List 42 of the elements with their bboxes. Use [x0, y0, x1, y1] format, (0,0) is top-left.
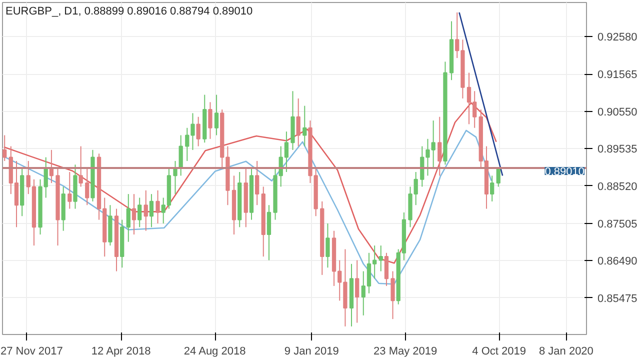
candlestick	[214, 94, 219, 136]
candlestick	[85, 168, 90, 206]
candlestick	[390, 270, 395, 320]
candlestick	[68, 171, 72, 210]
ref-line-label: 0.89010	[544, 166, 585, 178]
y-tick-label: 0.89535	[598, 144, 638, 156]
candlestick	[149, 194, 154, 228]
candlestick	[196, 116, 200, 147]
candlestick	[384, 252, 389, 286]
candlestick	[208, 102, 212, 140]
candlestick	[132, 194, 136, 235]
x-tick-label: 8 Jan 2020	[539, 346, 594, 358]
candlestick	[438, 116, 442, 176]
x-tick-label: 9 Jan 2019	[284, 346, 339, 358]
y-tick-label: 0.88520	[598, 180, 638, 193]
candlestick	[173, 160, 178, 195]
x-tick-label: 4 Oct 2019	[472, 346, 526, 358]
y-tick-label: 0.87505	[598, 218, 638, 230]
candlestick	[138, 197, 142, 228]
candlestick	[78, 146, 83, 188]
x-tick-label: 24 Aug 2018	[184, 346, 246, 358]
x-tick-label: 27 Nov 2017	[0, 346, 63, 358]
candlestick	[156, 190, 160, 224]
candlestick	[355, 260, 360, 324]
candlestick	[144, 190, 148, 232]
candlestick	[326, 222, 330, 268]
x-tick-label: 12 Apr 2018	[91, 346, 151, 358]
y-tick-label: 0.85475	[598, 292, 638, 305]
candlestick	[490, 175, 494, 202]
y-tick-label: 0.92580	[598, 32, 638, 44]
x-tick-label: 23 May 2019	[374, 346, 438, 358]
candlestick	[126, 194, 130, 242]
candlestick	[378, 245, 383, 272]
y-tick-label: 0.90550	[598, 106, 638, 118]
y-tick-label: 0.86490	[598, 256, 638, 268]
candlestick	[266, 204, 272, 261]
candlestick	[302, 105, 307, 147]
candlestick	[296, 98, 300, 147]
candlestick	[255, 160, 260, 206]
candlestick	[2, 134, 7, 162]
chart-title: EURGBP_, D1, 0.88899 0.89016 0.88794 0.89010	[6, 6, 253, 18]
y-tick-label: 0.91565	[598, 69, 638, 82]
